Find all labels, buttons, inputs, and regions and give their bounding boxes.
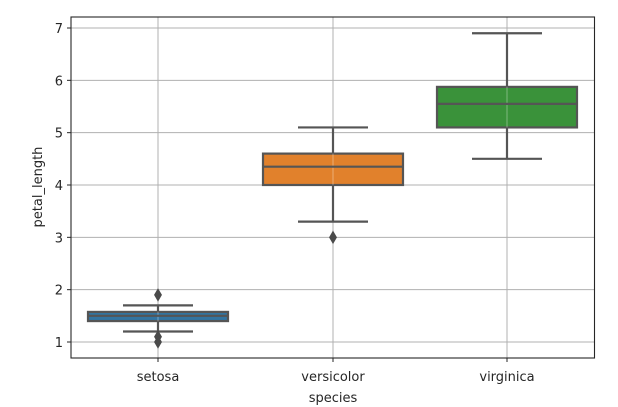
iqr-box bbox=[261, 152, 405, 187]
y-tick-label: 4 bbox=[55, 179, 63, 194]
x-tick-label: versicolor bbox=[301, 370, 365, 385]
y-tick-label: 2 bbox=[55, 284, 63, 299]
box-setosa bbox=[86, 288, 230, 349]
x-axis-title: species bbox=[309, 391, 358, 406]
y-tick-label: 3 bbox=[55, 231, 63, 246]
y-tick-label: 6 bbox=[55, 74, 63, 89]
y-tick-label: 1 bbox=[55, 336, 63, 351]
y-tick-label: 5 bbox=[55, 127, 63, 142]
box-series bbox=[86, 32, 579, 349]
box-versicolor bbox=[261, 126, 405, 245]
outlier-diamond-icon bbox=[154, 288, 162, 302]
outlier-diamond-icon bbox=[329, 230, 337, 245]
x-axis-ticks: setosa versicolor virginica bbox=[137, 358, 535, 385]
outlier-diamond-icon bbox=[154, 335, 162, 349]
y-tick-label: 7 bbox=[55, 22, 63, 37]
x-tick-label: setosa bbox=[137, 370, 180, 385]
box-virginica bbox=[435, 32, 579, 160]
y-axis-ticks: 1 2 3 4 5 6 7 bbox=[55, 22, 71, 351]
y-axis-title: petal_length bbox=[31, 147, 46, 228]
x-tick-label: virginica bbox=[479, 370, 534, 385]
iqr-box bbox=[435, 85, 579, 129]
